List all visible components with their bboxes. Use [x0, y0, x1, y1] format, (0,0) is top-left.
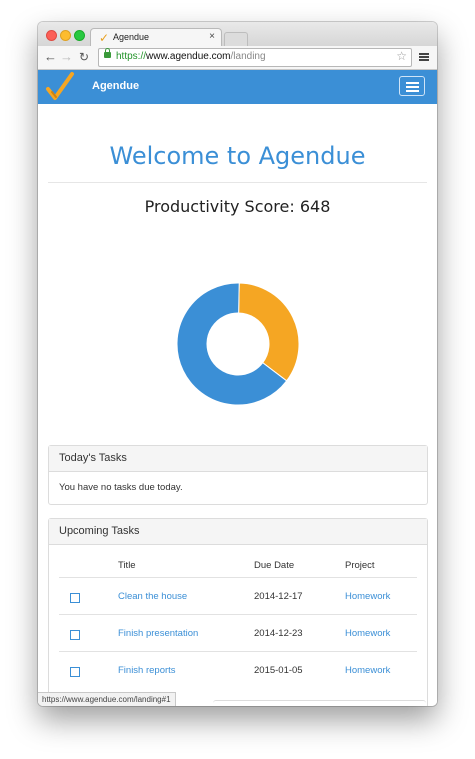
title-column-header: Title — [117, 553, 253, 578]
task-checkbox[interactable] — [70, 666, 80, 677]
url-text: https://www.agendue.com/landing — [116, 51, 266, 62]
task-title-link[interactable]: Clean the house — [118, 590, 188, 602]
donut-segment-1 — [176, 282, 288, 406]
checkmark-favicon-icon: ✓ — [99, 31, 110, 45]
task-project-link[interactable]: Homework — [345, 590, 391, 602]
divider — [48, 182, 427, 183]
browser-menu-icon[interactable] — [419, 53, 429, 61]
donut-segment-0 — [238, 282, 300, 382]
tab-title: Agendue — [113, 32, 150, 42]
back-arrow-icon[interactable]: ← — [44, 49, 57, 64]
minimize-window-button[interactable] — [60, 30, 71, 41]
status-bar-url: https://www.agendue.com/landing#1 — [38, 692, 176, 706]
next-panel-edge — [213, 700, 426, 706]
address-bar[interactable]: https://www.agendue.com/landing ☆ — [98, 48, 412, 67]
productivity-score: Productivity Score: 648 — [144, 197, 331, 216]
task-due-date: 2014-12-17 — [253, 577, 344, 615]
page-title: Welcome to Agendue — [109, 142, 366, 170]
table-row: Clean the house 2014-12-17 Homework — [59, 577, 417, 615]
upcoming-tasks-panel: Upcoming Tasks Title Due Date Project Cl… — [48, 518, 428, 706]
upcoming-tasks-heading: Upcoming Tasks — [49, 519, 427, 545]
close-window-button[interactable] — [46, 30, 57, 41]
task-checkbox[interactable] — [70, 629, 80, 640]
no-tasks-message: You have no tasks due today. — [59, 482, 183, 493]
project-column-header: Project — [344, 553, 417, 578]
brand-name[interactable]: Agendue — [92, 80, 140, 92]
forward-arrow-icon[interactable]: → — [60, 49, 73, 64]
productivity-donut-chart — [176, 282, 300, 406]
bookmark-star-icon[interactable]: ☆ — [396, 49, 407, 63]
page-content: Welcome to Agendue Productivity Score: 6… — [38, 104, 437, 706]
navbar-toggle-button[interactable] — [399, 76, 425, 96]
task-project-link[interactable]: Homework — [345, 627, 391, 639]
lock-icon — [104, 48, 111, 58]
due-date-column-header: Due Date — [253, 553, 344, 578]
task-title-link[interactable]: Finish presentation — [118, 627, 199, 639]
browser-window: ✓ Agendue × ← → ↻ https://www.agendue.co… — [38, 22, 437, 706]
tab-close-icon[interactable]: × — [209, 31, 215, 42]
task-project-link[interactable]: Homework — [345, 664, 391, 676]
app-navbar: Agendue — [38, 70, 437, 104]
todays-tasks-heading: Today's Tasks — [49, 446, 427, 472]
upcoming-tasks-table: Title Due Date Project Clean the house 2… — [59, 553, 417, 688]
new-tab-button[interactable] — [224, 32, 248, 46]
todays-tasks-panel: Today's Tasks You have no tasks due toda… — [48, 445, 428, 505]
task-title-link[interactable]: Finish reports — [118, 664, 176, 676]
browser-tab[interactable]: ✓ Agendue × — [90, 28, 222, 47]
table-header-row: Title Due Date Project — [59, 553, 417, 578]
checkbox-column-header — [59, 553, 117, 578]
table-row: Finish presentation 2014-12-23 Homework — [59, 614, 417, 652]
task-due-date: 2015-01-05 — [254, 664, 303, 676]
table-row: Finish reports 2015-01-05 Homework — [59, 652, 417, 689]
title-bar: ✓ Agendue × — [38, 22, 437, 47]
agendue-logo-icon[interactable] — [44, 71, 76, 103]
maximize-window-button[interactable] — [74, 30, 85, 41]
task-due-date: 2014-12-23 — [253, 614, 344, 652]
browser-toolbar: ← → ↻ https://www.agendue.com/landing ☆ — [38, 46, 437, 70]
reload-icon[interactable]: ↻ — [79, 50, 90, 64]
task-checkbox[interactable] — [70, 592, 80, 603]
